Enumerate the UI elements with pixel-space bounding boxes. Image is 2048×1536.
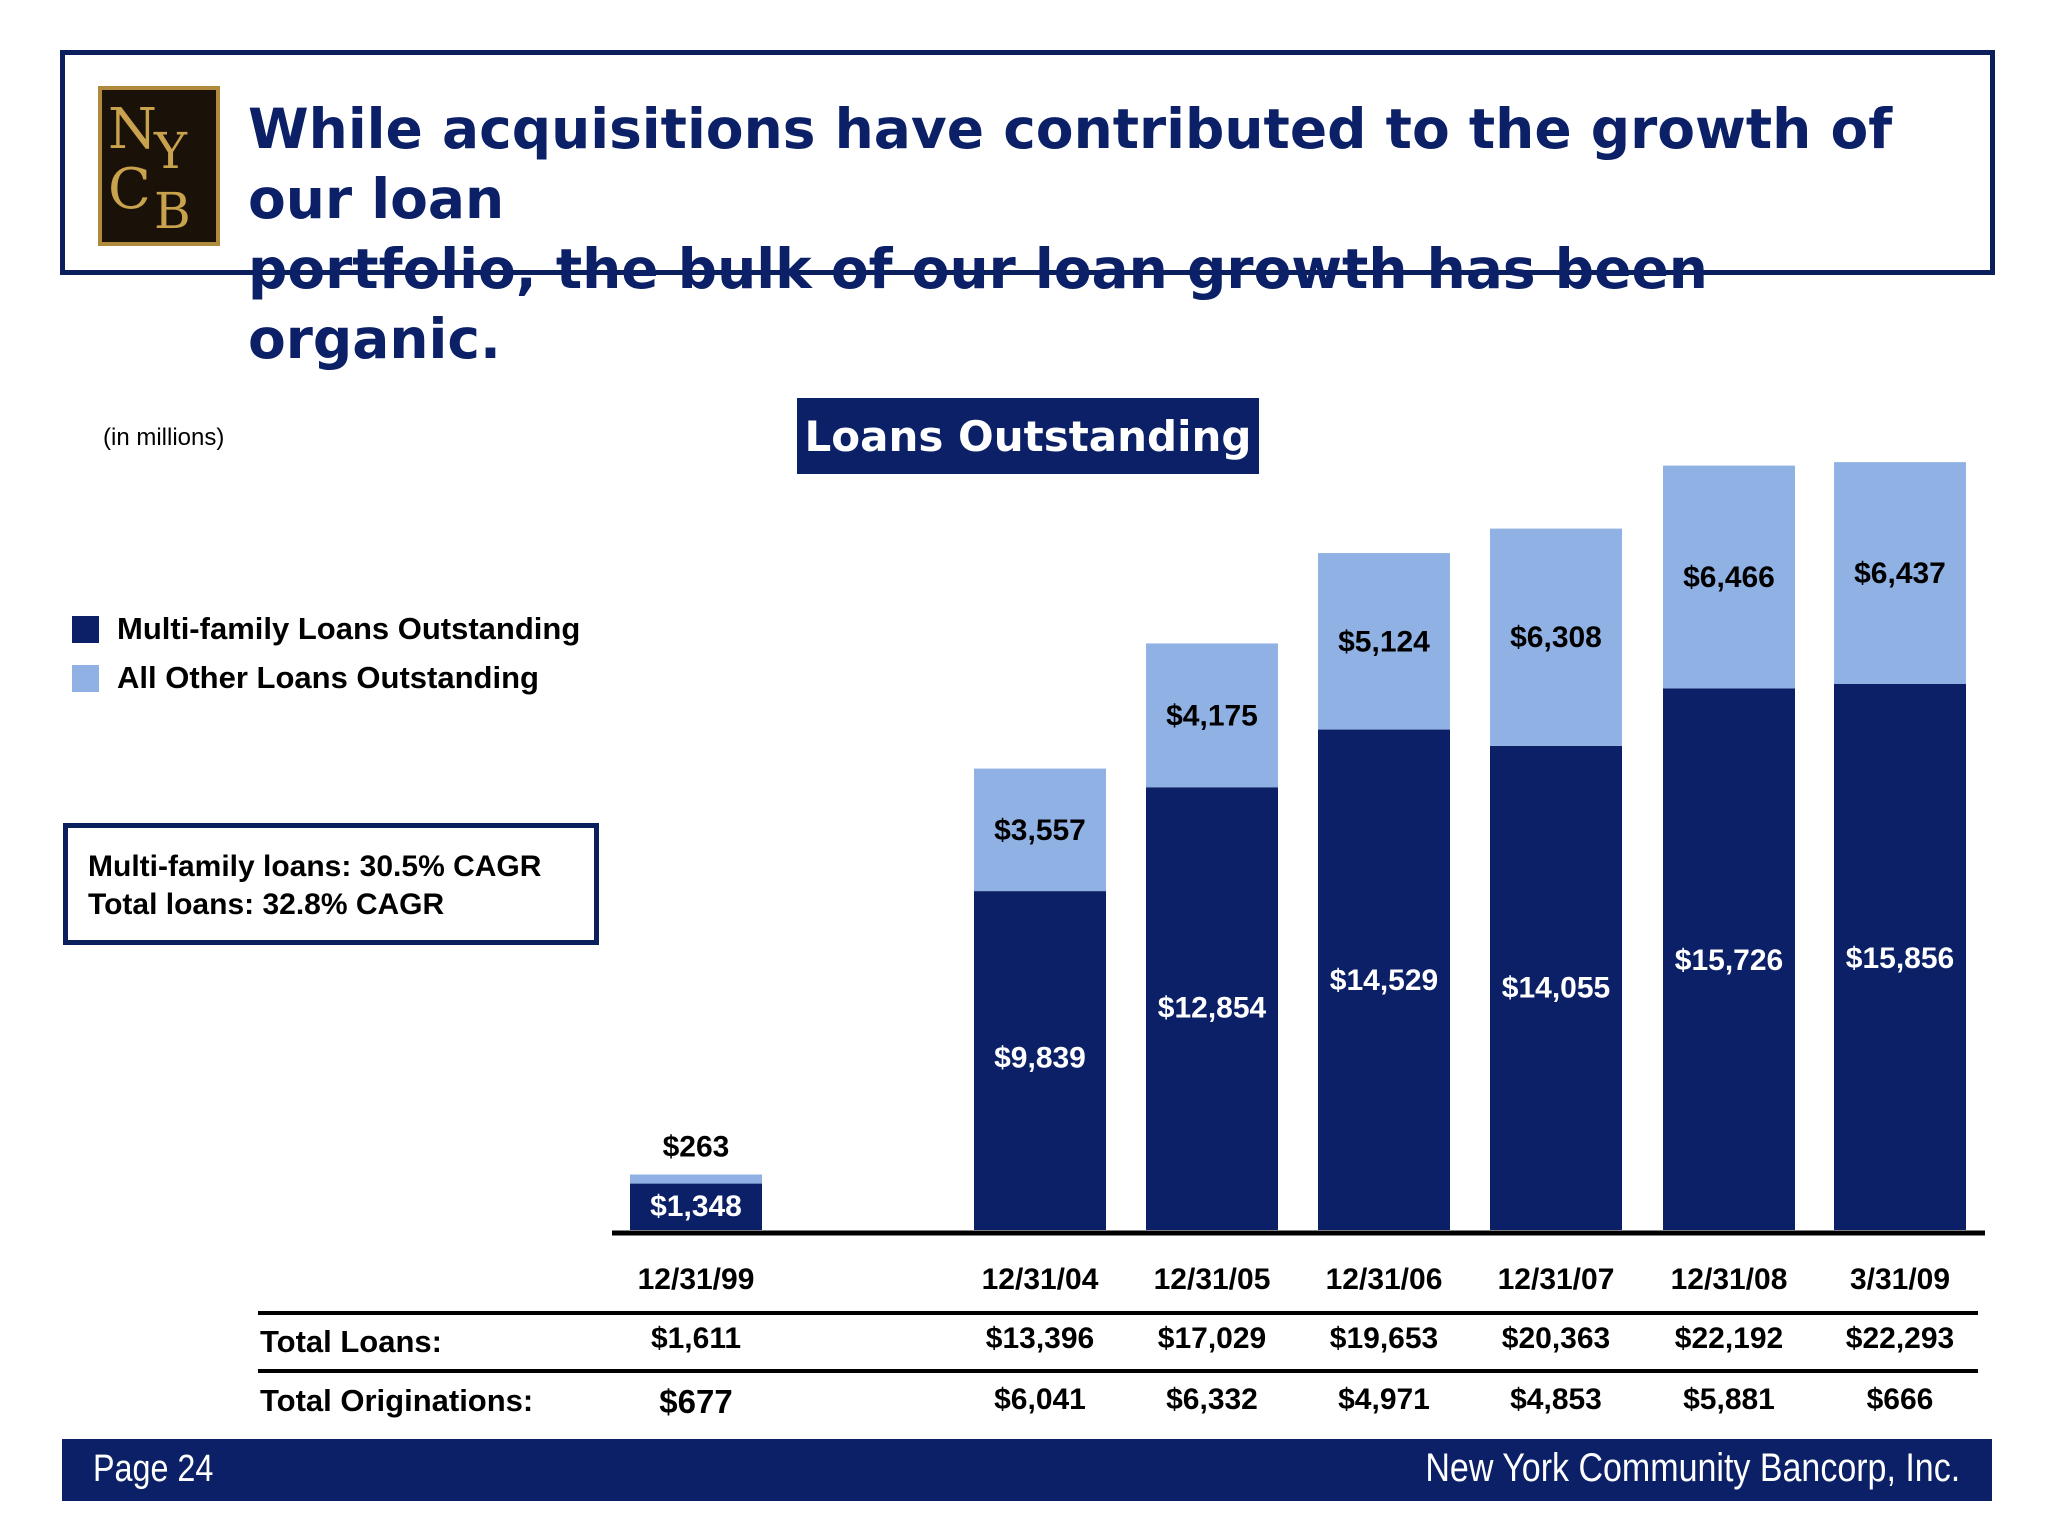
x-tick-label: 12/31/07 <box>1498 1263 1615 1296</box>
nycb-logo-mark: N Y C B <box>108 97 191 240</box>
x-tick-label: 3/31/09 <box>1850 1263 1950 1296</box>
legend-swatch-multifamily <box>72 615 99 643</box>
bar-other <box>1490 528 1622 746</box>
total-originations-value: $666 <box>1866 1383 1934 1416</box>
data-label-multifamily: $14,055 <box>1502 972 1610 1005</box>
x-tick-label: 12/31/99 <box>638 1263 755 1296</box>
nycb-logo: N Y C B <box>98 86 220 246</box>
total-loans-label: Total Loans: <box>260 1324 442 1359</box>
bar-other <box>974 768 1106 892</box>
bar-multifamily <box>1663 688 1795 1230</box>
bar-other <box>1318 553 1450 730</box>
header-frame <box>60 50 1995 275</box>
x-tick-label: 12/31/04 <box>982 1263 1099 1296</box>
data-label-other: $263 <box>663 1131 730 1164</box>
bar-other <box>1834 462 1966 684</box>
legend-item-other: All Other Loans Outstanding <box>72 660 539 696</box>
bar-multifamily <box>1318 729 1450 1230</box>
total-originations-value: $4,853 <box>1510 1383 1602 1416</box>
data-label-multifamily: $15,856 <box>1846 942 1954 975</box>
page-number: Page 24 <box>93 1448 214 1490</box>
data-label-other: $6,437 <box>1854 557 1946 590</box>
bar-multifamily <box>1834 683 1966 1230</box>
data-label-multifamily: $9,839 <box>994 1041 1086 1074</box>
company-name: New York Community Bancorp, Inc. <box>1425 1446 1960 1490</box>
footer-bar <box>62 1439 1992 1501</box>
bar-multifamily <box>630 1183 762 1230</box>
total-originations-value: $6,332 <box>1166 1383 1258 1416</box>
bar-other <box>1146 643 1278 788</box>
bar-other <box>630 1174 762 1184</box>
total-originations-value: $677 <box>659 1383 733 1420</box>
svg-text:C: C <box>108 157 151 222</box>
total-originations-value: $5,881 <box>1683 1383 1775 1416</box>
x-tick-label: 12/31/05 <box>1154 1263 1271 1296</box>
legend-swatch-other <box>72 664 99 692</box>
x-tick-label: 12/31/06 <box>1326 1263 1443 1296</box>
data-label-other: $5,124 <box>1338 625 1430 658</box>
cagr-total: Total loans: 32.8% CAGR <box>88 888 445 921</box>
total-loans-value: $20,363 <box>1501 1322 1611 1355</box>
legend-label-multifamily: Multi-family Loans Outstanding <box>117 611 581 646</box>
total-originations-value: $6,041 <box>994 1383 1086 1416</box>
data-label-other: $4,175 <box>1166 699 1258 732</box>
data-label-multifamily: $12,854 <box>1158 991 1267 1024</box>
svg-text:Y: Y <box>153 122 188 180</box>
data-label-multifamily: $1,348 <box>650 1190 742 1223</box>
data-label-other: $6,466 <box>1683 561 1775 594</box>
total-loans-value: $22,293 <box>1845 1322 1955 1355</box>
data-label-multifamily: $15,726 <box>1675 944 1783 977</box>
total-loans-value: $1,611 <box>650 1322 742 1355</box>
units-note: (in millions) <box>103 424 225 451</box>
legend-label-other: All Other Loans Outstanding <box>117 660 539 695</box>
bar-multifamily <box>1146 787 1278 1230</box>
headline-line-2: portfolio, the bulk of our loan growth h… <box>248 237 1708 371</box>
table-rule-top <box>258 1311 1978 1315</box>
cagr-multifamily: Multi-family loans: 30.5% CAGR <box>88 850 542 883</box>
table-rule-middle <box>258 1369 1978 1373</box>
chart-title: Loans Outstanding <box>797 398 1259 474</box>
data-label-other: $3,557 <box>994 814 1086 847</box>
total-loans-value: $13,396 <box>985 1322 1095 1355</box>
total-loans-value: $19,653 <box>1329 1322 1439 1355</box>
data-label-multifamily: $14,529 <box>1330 964 1438 997</box>
headline-line-1: While acquisitions have contributed to t… <box>248 97 1893 231</box>
bar-multifamily <box>974 891 1106 1230</box>
total-originations-label: Total Originations: <box>260 1383 534 1418</box>
legend-item-multifamily: Multi-family Loans Outstanding <box>72 611 580 647</box>
page-headline: While acquisitions have contributed to t… <box>248 94 1968 374</box>
cagr-callout: Multi-family loans: 30.5% CAGR Total loa… <box>63 823 599 945</box>
svg-text:B: B <box>154 182 191 240</box>
total-loans-value: $22,192 <box>1674 1322 1784 1355</box>
total-originations-value: $4,971 <box>1338 1383 1430 1416</box>
bar-multifamily <box>1490 745 1622 1230</box>
bar-other <box>1663 465 1795 689</box>
data-label-other: $6,308 <box>1510 621 1602 654</box>
svg-text:N: N <box>108 97 157 162</box>
total-loans-value: $17,029 <box>1157 1322 1267 1355</box>
x-tick-label: 12/31/08 <box>1671 1263 1788 1296</box>
